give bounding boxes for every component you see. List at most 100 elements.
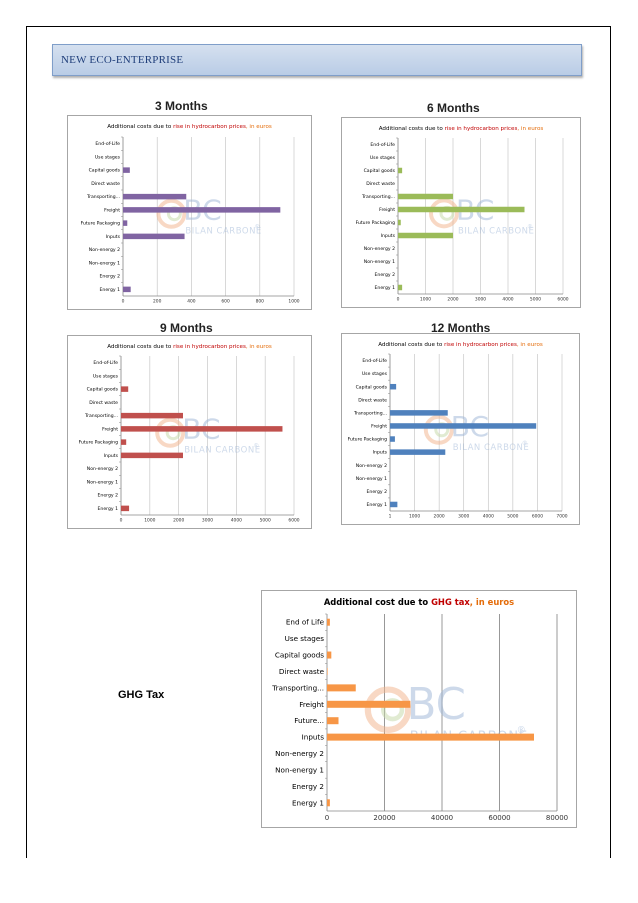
category-label: Future Packaging (356, 220, 395, 226)
x-tick-label: 4000 (483, 514, 494, 520)
category-label: Inputs (381, 233, 396, 239)
bar (123, 286, 131, 293)
header-bar: NEW ECO-ENTERPRISE (52, 44, 582, 76)
x-tick-label: 5000 (530, 297, 541, 303)
watermark-registered-mark: ® (517, 725, 526, 736)
category-label: Non-energy 1 (87, 479, 118, 485)
category-label: Freight (379, 207, 395, 213)
bar (327, 684, 356, 692)
category-label: Energy 1 (292, 798, 324, 807)
page-header-title: NEW ECO-ENTERPRISE (61, 54, 184, 66)
bar (327, 700, 411, 708)
bar (398, 193, 453, 200)
bar (398, 284, 403, 291)
x-tick-label: 2000 (173, 518, 184, 524)
category-label: Inputs (302, 733, 325, 742)
category-label: Capital goods (356, 384, 388, 390)
x-tick-label: 0 (120, 518, 123, 524)
category-label: Future Packaging (79, 440, 118, 446)
watermark-text: BILAN CARBONE (458, 226, 534, 236)
x-tick-label: 800 (256, 299, 265, 305)
category-label: Energy 2 (98, 493, 119, 499)
bar (123, 193, 187, 200)
category-label: Energy 1 (100, 287, 121, 293)
category-label: Energy 2 (375, 272, 396, 278)
x-tick-label: 600 (221, 299, 230, 305)
category-label: Energy 1 (98, 506, 119, 512)
category-label: Direct waste (366, 181, 395, 187)
chart-title: Additional costs due to rise in hydrocar… (378, 342, 543, 348)
category-label: Freight (102, 426, 118, 432)
category-label: Non-energy 1 (89, 260, 120, 266)
x-tick-label: 4000 (231, 518, 242, 524)
category-label: Freight (371, 424, 387, 430)
x-tick-label: 4000 (502, 297, 513, 303)
bar (121, 452, 183, 459)
watermark-registered-mark: ® (522, 440, 528, 447)
watermark-inner-ring-icon (381, 698, 405, 722)
bar (398, 167, 403, 174)
x-tick-label: 6000 (288, 518, 299, 524)
category-label: Capital goods (275, 651, 324, 660)
bar (327, 618, 330, 626)
category-label: Non-energy 2 (356, 463, 387, 469)
bar (398, 206, 525, 213)
x-tick-label: 0 (122, 299, 125, 305)
category-label: End-of-Life (362, 358, 387, 364)
category-label: Freight (299, 700, 324, 709)
category-label: Non-energy 2 (275, 749, 324, 758)
bar (390, 449, 446, 455)
x-tick-label: 1000 (144, 518, 155, 524)
category-label: Future... (294, 716, 324, 725)
watermark-ring-icon (156, 198, 187, 229)
x-tick-label: 5000 (507, 514, 518, 520)
bar (123, 207, 281, 213)
x-tick-label: 1000 (288, 299, 299, 305)
category-label: Direct waste (89, 400, 118, 406)
bar (123, 233, 185, 240)
category-label: Use stages (362, 371, 388, 377)
bar (123, 220, 128, 226)
watermark-text: BILAN CARBONE (185, 227, 261, 237)
category-label: Capital goods (87, 387, 119, 393)
bar (123, 167, 130, 173)
period-label-9-months: 9 Months (160, 321, 213, 335)
category-label: Transporting... (84, 413, 118, 419)
watermark-ring-icon (155, 417, 186, 448)
bar (390, 501, 398, 508)
category-label: Energy 1 (375, 285, 396, 291)
x-tick-label: 6000 (532, 514, 543, 520)
category-label: Use stages (285, 634, 325, 643)
bar (398, 219, 401, 226)
category-label: Use stages (370, 155, 396, 161)
bar (390, 436, 395, 442)
bar (327, 717, 339, 725)
chart-title: Additional costs due to rise in hydrocar… (107, 124, 272, 130)
category-label: Use stages (95, 154, 121, 160)
watermark-ring-icon (429, 198, 459, 229)
x-tick-label: 2000 (447, 297, 458, 303)
x-tick-label: 20000 (373, 814, 395, 822)
x-tick-label: 3000 (202, 518, 213, 524)
category-label: Direct waste (279, 667, 325, 676)
watermark-ring-icon (364, 686, 412, 733)
bar (390, 410, 448, 416)
category-label: Energy 2 (292, 782, 324, 791)
watermark-ring-icon (423, 414, 454, 445)
category-label: Inputs (373, 450, 388, 456)
watermark-registered-mark: ® (254, 224, 260, 231)
chart-border (67, 335, 312, 529)
bar (327, 667, 328, 675)
chart-title: Additional cost due to GHG tax, in euros (324, 597, 514, 607)
watermark-text: BILAN CARBONE (184, 446, 260, 456)
category-label: Capital goods (89, 168, 121, 174)
bar (327, 799, 330, 807)
x-tick-label: 60000 (488, 814, 510, 822)
x-tick-label: 3000 (475, 297, 486, 303)
x-tick-label: 1000 (420, 297, 431, 303)
bar (398, 232, 453, 239)
chart-3-months: Additional costs due to rise in hydrocar… (67, 115, 312, 310)
category-label: Energy 2 (100, 274, 121, 280)
chart-border (341, 333, 580, 525)
category-label: Non-energy 1 (275, 765, 324, 774)
